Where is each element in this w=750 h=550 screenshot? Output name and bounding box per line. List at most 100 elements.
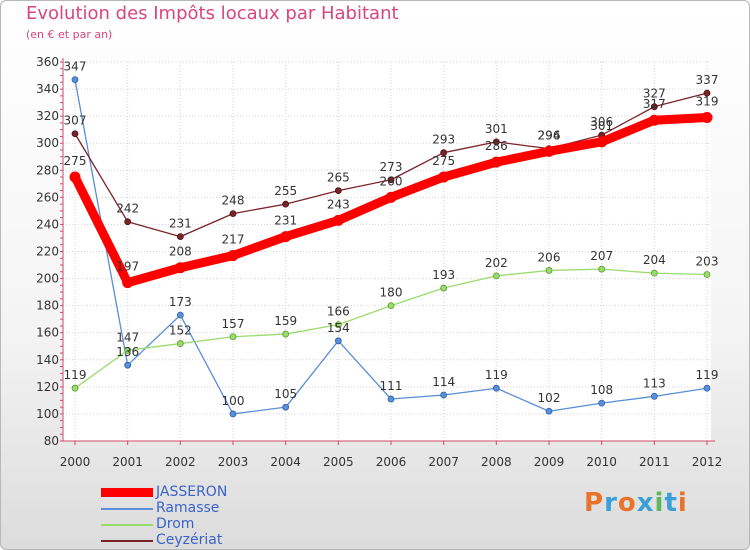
point-ramasse (71, 76, 79, 83)
data-label-ceyzeriat: 337 (696, 73, 719, 87)
data-label-drom: 152 (169, 324, 192, 338)
point-drom (545, 267, 553, 274)
legend-swatch-ceyzeriat (101, 540, 153, 542)
data-label-ramasse: 113 (643, 376, 666, 390)
legend-swatch-jasseron (101, 488, 153, 497)
point-drom (440, 284, 448, 292)
data-label-jasseron: 217 (222, 233, 245, 247)
point-ceyzeriat (387, 176, 395, 184)
chart-title: Evolution des Impôts locaux par Habitant (26, 3, 399, 24)
point-ramasse (387, 395, 395, 403)
point-drom (176, 340, 184, 347)
data-label-drom: 166 (327, 305, 350, 319)
point-drom (387, 302, 395, 310)
data-label-ramasse: 136 (116, 345, 139, 359)
y-tick-label: 220 (36, 245, 59, 259)
data-label-ramasse: 347 (64, 60, 87, 74)
data-label-drom: 207 (590, 249, 613, 263)
brand-logo: Proxiti (584, 488, 688, 518)
point-drom (650, 269, 658, 277)
legend-label-ramasse: Ramasse (156, 500, 220, 516)
data-label-ceyzeriat: 231 (169, 217, 192, 231)
point-ceyzeriat (650, 103, 658, 111)
point-drom (492, 272, 500, 280)
point-drom (124, 346, 132, 354)
point-ceyzeriat (282, 200, 290, 208)
point-jasseron (596, 136, 608, 148)
point-jasseron (490, 156, 502, 168)
point-drom (71, 384, 79, 392)
y-tick-label: 300 (36, 136, 59, 150)
y-tick-label: 160 (36, 326, 59, 340)
data-label-drom: 157 (222, 317, 245, 331)
point-ramasse (703, 384, 711, 392)
data-label-ceyzeriat: 296 (538, 129, 561, 143)
point-jasseron (385, 191, 397, 203)
data-label-ceyzeriat: 265 (327, 171, 350, 185)
brand-letter: r (604, 488, 618, 518)
point-ramasse (545, 407, 553, 415)
y-tick-label: 140 (36, 353, 59, 367)
chart-subtitle: (en € et par an) (26, 28, 113, 41)
y-tick-label: 320 (36, 109, 59, 123)
data-label-ramasse: 154 (327, 321, 350, 335)
brand-letter: i (654, 488, 665, 518)
data-label-drom: 159 (274, 314, 297, 328)
data-label-ceyzeriat: 242 (116, 202, 139, 216)
y-tick-label: 360 (36, 55, 59, 69)
point-jasseron (648, 114, 660, 126)
data-label-jasseron: 231 (274, 214, 297, 228)
data-label-drom: 180 (380, 286, 403, 300)
y-tick-label: 180 (36, 299, 59, 313)
point-jasseron (438, 171, 450, 183)
x-tick-label: 2000 (60, 455, 91, 469)
y-tick-label: 200 (36, 272, 59, 286)
brand-letter: t (664, 488, 678, 518)
data-label-ceyzeriat: 306 (590, 115, 613, 129)
brand-letter: i (677, 488, 688, 518)
x-tick-label: 2006 (376, 455, 407, 469)
point-ramasse (229, 410, 237, 418)
data-label-ceyzeriat: 293 (432, 133, 455, 147)
y-tick-label: 280 (36, 163, 59, 177)
y-tick-label: 80 (44, 434, 59, 448)
data-label-jasseron: 294 (538, 128, 561, 142)
data-label-ramasse: 119 (696, 368, 719, 382)
data-label-jasseron: 208 (169, 245, 192, 259)
series-layer (69, 76, 713, 418)
point-ramasse (440, 391, 448, 399)
point-drom (229, 333, 237, 341)
data-label-drom: 202 (485, 256, 508, 270)
x-tick-label: 2001 (112, 455, 143, 469)
data-label-ramasse: 105 (274, 387, 297, 401)
point-ceyzeriat (440, 149, 448, 157)
point-jasseron (122, 277, 134, 289)
x-tick-label: 2007 (428, 455, 459, 469)
point-jasseron (280, 231, 292, 243)
label-layer: 347 136 173 100 105 154 111 114 119 102 108 113 119 1… (64, 60, 719, 408)
data-label-jasseron: 275 (432, 154, 455, 168)
brand-letter: o (617, 488, 637, 518)
legend-swatch-drom (101, 524, 153, 526)
data-label-ramasse: 102 (538, 391, 561, 405)
point-jasseron (69, 171, 81, 183)
data-label-ramasse: 108 (590, 383, 613, 397)
point-ramasse (282, 403, 290, 411)
point-jasseron (701, 111, 713, 123)
x-tick-label: 2005 (323, 455, 354, 469)
data-label-jasseron: 319 (696, 94, 719, 108)
data-label-ramasse: 100 (222, 394, 245, 408)
data-label-jasseron: 243 (327, 197, 350, 211)
point-jasseron (332, 214, 344, 226)
point-jasseron (543, 145, 555, 157)
point-jasseron (227, 250, 239, 262)
data-label-ceyzeriat: 327 (643, 87, 666, 101)
data-label-jasseron: 197 (116, 260, 139, 274)
x-tick-label: 2010 (586, 455, 617, 469)
data-label-drom: 203 (696, 255, 719, 269)
point-ceyzeriat (334, 187, 342, 194)
legend-swatch-ramasse (101, 508, 153, 510)
point-ceyzeriat (71, 130, 79, 138)
x-tick-label: 2003 (218, 455, 249, 469)
point-jasseron (174, 262, 186, 274)
